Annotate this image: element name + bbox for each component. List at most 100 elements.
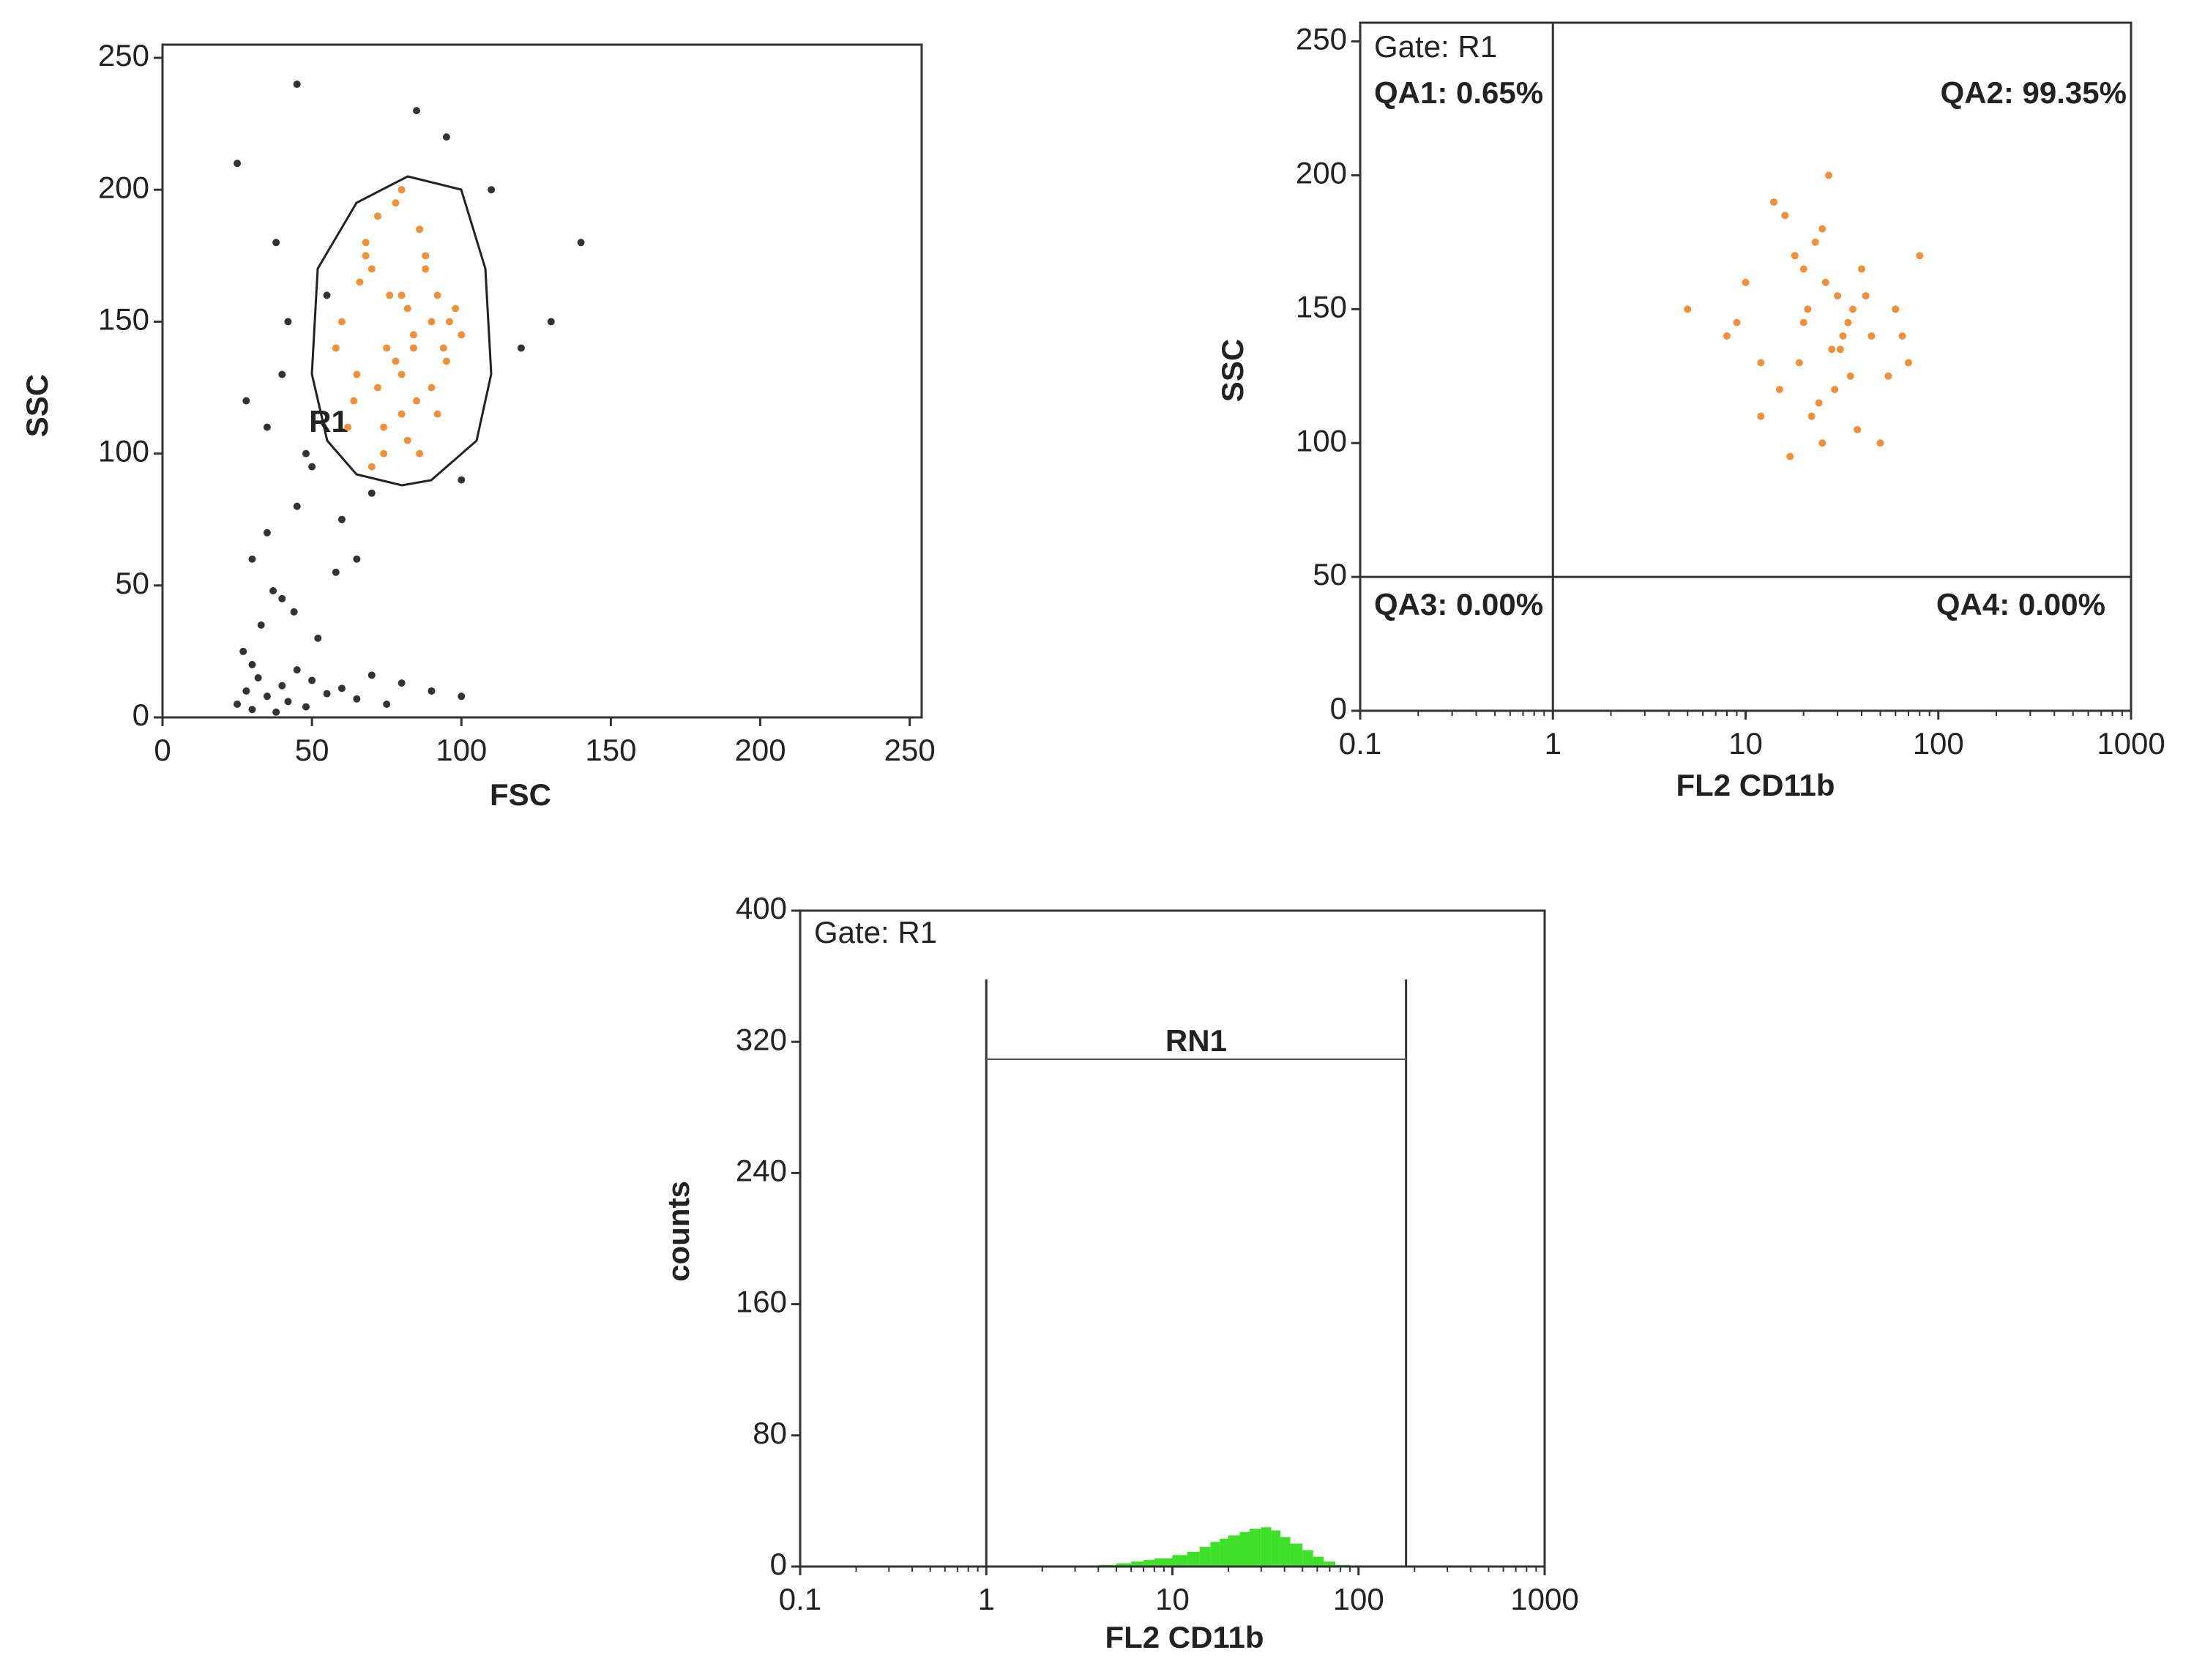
point — [1892, 305, 1900, 313]
histogram-bar — [1228, 1535, 1240, 1567]
y-tick-label: 200 — [1296, 156, 1347, 190]
point — [1742, 278, 1750, 286]
y-tick-label: 0 — [770, 1547, 787, 1581]
point — [392, 357, 400, 365]
point — [248, 706, 256, 714]
point — [416, 225, 424, 234]
x-tick-label: 150 — [585, 733, 636, 767]
histogram-bar — [1199, 1547, 1211, 1567]
point — [234, 700, 242, 708]
point — [1799, 318, 1807, 326]
point — [1867, 332, 1876, 340]
histogram-bar — [1131, 1561, 1144, 1567]
point — [398, 291, 406, 299]
point — [458, 692, 466, 701]
point — [398, 679, 406, 687]
point — [1834, 292, 1842, 300]
point — [409, 344, 417, 352]
gate-r1 — [310, 175, 493, 487]
point — [1815, 399, 1823, 407]
point — [242, 687, 250, 695]
point — [452, 305, 460, 313]
histogram-bar — [1313, 1556, 1324, 1567]
point — [1807, 412, 1816, 420]
point — [1862, 292, 1870, 300]
y-axis-label: SSC — [1215, 339, 1250, 402]
point — [403, 305, 411, 313]
point — [398, 186, 406, 194]
point — [1757, 412, 1765, 420]
x-tick-label: 0 — [154, 733, 171, 767]
y-tick-label: 250 — [1296, 22, 1347, 56]
x-tick-label: 1000 — [2097, 726, 2165, 761]
point — [1828, 346, 1836, 354]
gate-note: Gate: R1 — [1374, 29, 1497, 64]
x-axis-label: FL2 CD11b — [1105, 1620, 1264, 1654]
point — [1804, 305, 1812, 313]
y-tick-label: 150 — [98, 302, 149, 337]
point — [422, 265, 430, 273]
point — [1791, 252, 1799, 260]
y-tick-label: 100 — [1296, 423, 1347, 458]
point — [367, 671, 376, 679]
point — [1846, 372, 1854, 380]
histogram-bar — [1187, 1551, 1200, 1567]
gate-label: R1 — [309, 404, 348, 438]
point — [254, 673, 262, 682]
point — [1723, 332, 1731, 340]
histogram-bar — [1220, 1538, 1229, 1567]
point — [1884, 372, 1892, 380]
y-tick-label: 50 — [1313, 557, 1347, 591]
point — [234, 160, 242, 168]
point — [428, 318, 436, 326]
point — [242, 397, 250, 405]
point — [547, 318, 555, 326]
point — [367, 265, 376, 273]
point — [383, 700, 391, 708]
point — [433, 291, 441, 299]
point — [356, 278, 364, 286]
point — [1916, 252, 1924, 260]
point — [263, 529, 271, 537]
point — [257, 621, 265, 629]
x-axis-label: FSC — [490, 777, 551, 812]
histogram-bar — [1154, 1558, 1173, 1567]
histogram-bar — [1239, 1531, 1250, 1567]
point — [278, 594, 286, 602]
point — [308, 463, 316, 471]
x-tick-label: 100 — [1913, 726, 1964, 761]
histogram-bar — [1280, 1537, 1291, 1567]
histogram-bar — [1261, 1527, 1272, 1567]
point — [272, 239, 280, 247]
point — [403, 436, 411, 444]
point — [1836, 346, 1844, 354]
y-tick-label: 0 — [133, 698, 149, 732]
point — [332, 568, 340, 576]
point — [239, 647, 247, 655]
y-tick-label: 50 — [115, 566, 149, 600]
gate-note: Gate: R1 — [814, 915, 937, 949]
x-tick-label: 50 — [295, 733, 329, 767]
point — [413, 397, 421, 405]
point — [1831, 386, 1839, 394]
point — [398, 410, 406, 418]
x-tick-label: 250 — [884, 733, 936, 767]
histogram-bar — [1302, 1550, 1313, 1567]
x-tick-label: 0.1 — [1339, 726, 1381, 761]
point — [386, 291, 394, 299]
y-tick-label: 320 — [736, 1022, 787, 1056]
point — [323, 291, 331, 299]
point — [442, 357, 450, 365]
point — [350, 397, 358, 405]
point — [458, 331, 466, 339]
point — [1825, 171, 1833, 179]
plot-frame — [799, 909, 1546, 1568]
point — [344, 423, 352, 431]
quadrant-label: QA4: 0.00% — [1936, 587, 2105, 621]
point — [1757, 359, 1765, 367]
point — [337, 684, 346, 692]
point — [428, 384, 436, 392]
x-tick-label: 1 — [1545, 726, 1561, 761]
marker-label: RN1 — [1165, 1023, 1227, 1058]
y-tick-label: 150 — [1296, 289, 1347, 324]
